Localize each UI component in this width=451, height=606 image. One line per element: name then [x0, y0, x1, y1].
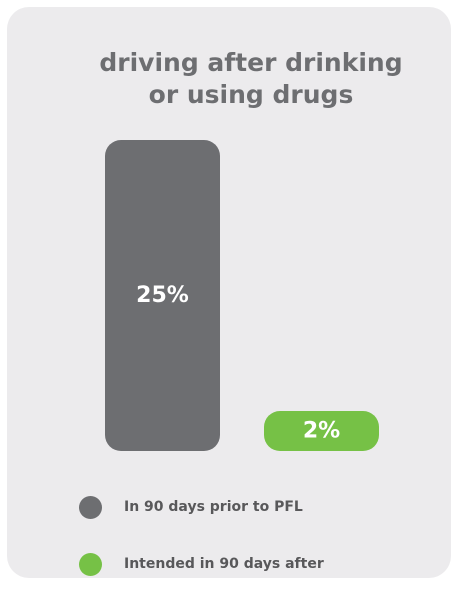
- chart-title-line-1: driving after drinking: [99, 48, 403, 77]
- chart-title-line-2: or using drugs: [148, 80, 354, 109]
- bar-value-label-after: 2%: [303, 419, 340, 444]
- bar-chart: 25% 2%: [105, 140, 379, 451]
- legend-item-after: Intended in 90 days after: [79, 549, 324, 579]
- bar-after: [264, 411, 379, 451]
- bar-value-label-prior: 25%: [136, 283, 189, 308]
- legend-item-prior: In 90 days prior to PFL: [79, 492, 324, 522]
- legend-label-after: Intended in 90 days after: [124, 556, 324, 572]
- chart-card: [7, 7, 451, 578]
- chart-title: driving after drinking or using drugs: [0, 47, 451, 111]
- legend: In 90 days prior to PFL Intended in 90 d…: [79, 492, 324, 606]
- legend-swatch-after: [79, 552, 102, 576]
- legend-label-prior: In 90 days prior to PFL: [124, 499, 303, 515]
- bar-prior: [105, 140, 220, 451]
- legend-swatch-prior: [79, 495, 102, 519]
